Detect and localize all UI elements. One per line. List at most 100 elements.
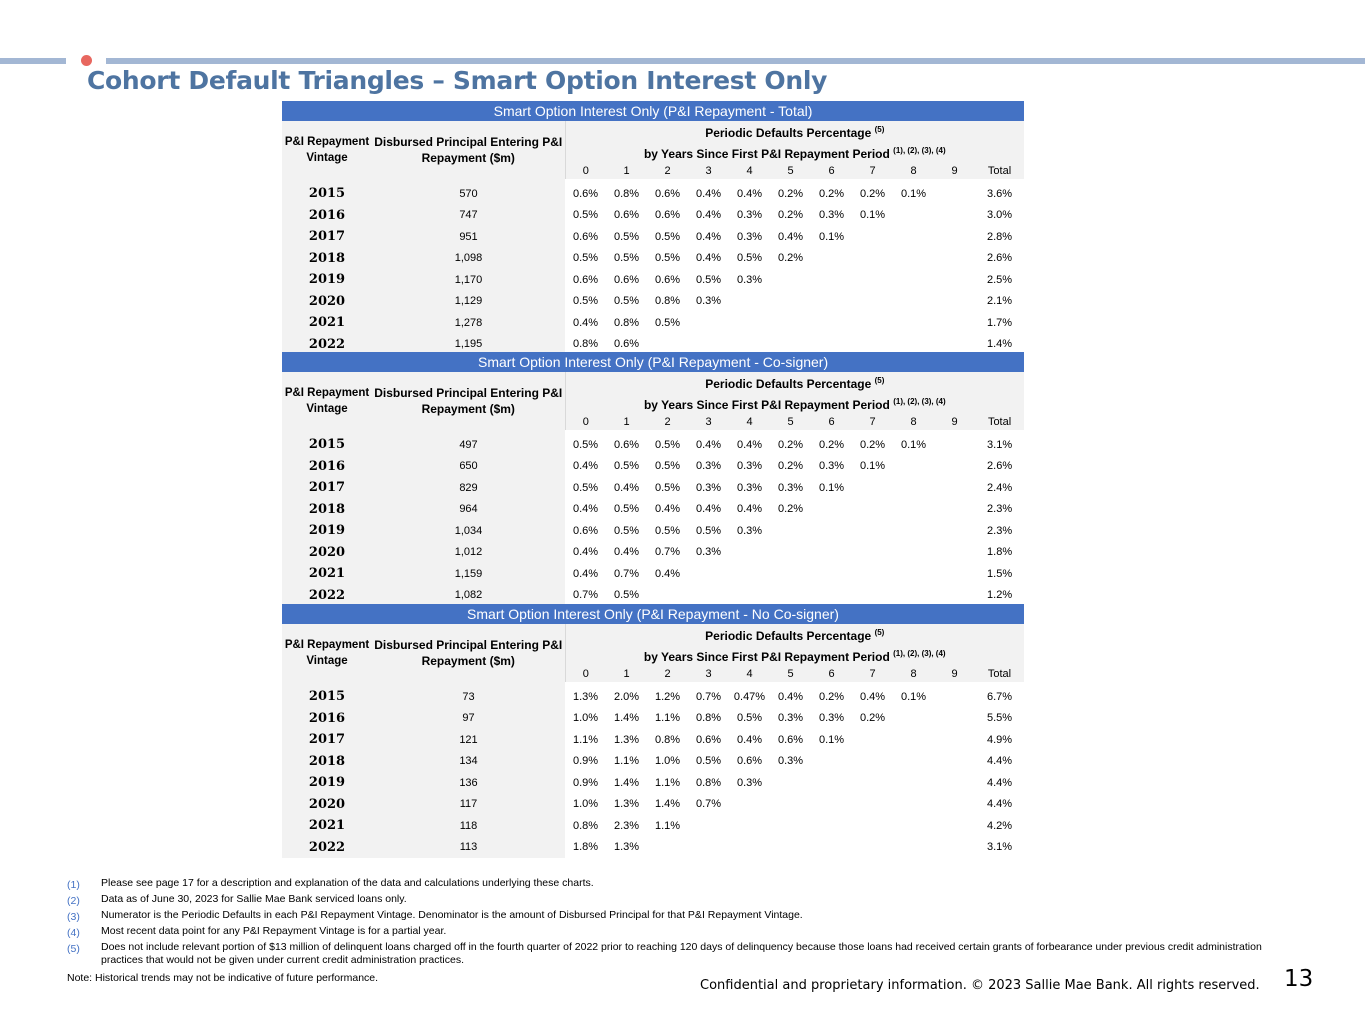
- pct-cell: 0.5%: [654, 438, 681, 451]
- pct-cell: [893, 269, 934, 291]
- footnote-text: Data as of June 30, 2023 for Sallie Mae …: [101, 893, 407, 905]
- pct-cell: 0.3%: [695, 546, 722, 559]
- pct-cell: 0.4%: [572, 503, 599, 516]
- pct-cell: [852, 794, 893, 816]
- pct-cell: [893, 477, 934, 499]
- pct-cell: 0.4%: [572, 567, 599, 580]
- pct-cell: 2.3%: [613, 819, 640, 832]
- vintage-cell: 2015: [282, 434, 372, 456]
- cohort-table: Smart Option Interest Only (P&I Repaymen…: [282, 352, 1025, 606]
- header-dot: [81, 55, 92, 66]
- principal-cell: 134: [372, 750, 565, 772]
- pct-cell: 0.4%: [736, 733, 763, 746]
- pct-cell: 0.2%: [859, 438, 886, 451]
- pct-cell: 1.4%: [654, 798, 681, 811]
- periodic-defaults-header: Periodic Defaults Percentage (5) by Years…: [564, 624, 1024, 666]
- footnote-number: (2): [67, 895, 80, 907]
- total-cell: 6.7%: [986, 690, 1013, 703]
- footnote-number: (3): [67, 911, 80, 923]
- principal-cell: 136: [372, 772, 565, 794]
- pct-cell: 0.6%: [695, 733, 722, 746]
- pct-cell: [811, 794, 852, 816]
- total-header: Total: [975, 414, 1025, 430]
- pct-cell: 0.2%: [818, 690, 845, 703]
- periodic-defaults-header: Periodic Defaults Percentage (5) by Years…: [564, 372, 1025, 414]
- pct-cell: 0.8%: [654, 733, 681, 746]
- pct-cell: 1.1%: [613, 755, 640, 768]
- periodic-header-sup: (5): [874, 376, 885, 385]
- pct-cell: 0.2%: [777, 438, 804, 451]
- year-header: 7: [852, 163, 893, 179]
- pct-cell: [934, 205, 975, 227]
- pct-cell: [688, 837, 729, 859]
- pct-cell: 0.5%: [572, 209, 599, 222]
- pct-cell: [811, 520, 852, 542]
- pct-cell: [934, 312, 975, 334]
- footnote: (5) Does not include relevant portion of …: [67, 941, 1297, 967]
- pct-cell: 0.3%: [736, 776, 763, 789]
- total-cell: 1.8%: [987, 546, 1013, 559]
- principal-cell: 118: [372, 815, 565, 837]
- page-number: 13: [1284, 966, 1314, 992]
- pct-cell: 1.8%: [572, 841, 599, 854]
- footnote: (3) Numerator is the Periodic Defaults in…: [67, 909, 1297, 923]
- pct-cell: 0.6%: [654, 273, 681, 286]
- pct-cell: [770, 563, 811, 585]
- pct-cell: [811, 837, 852, 859]
- pct-cell: 0.5%: [695, 273, 722, 286]
- pct-cell: [852, 269, 893, 291]
- pct-cell: 0.4%: [859, 690, 886, 703]
- header-rule-left: [0, 58, 66, 64]
- periodic-header-line1: Periodic Defaults Percentage: [705, 126, 872, 140]
- pct-cell: 0.5%: [695, 524, 722, 537]
- pct-cell: 0.9%: [572, 776, 599, 789]
- pct-cell: 1.1%: [654, 776, 681, 789]
- pct-cell: 0.1%: [900, 438, 927, 451]
- table-banner: Smart Option Interest Only (P&I Repaymen…: [282, 352, 1025, 372]
- principal-cell: 117: [372, 793, 565, 815]
- pct-cell: 0.4%: [695, 209, 722, 222]
- pct-cell: [893, 456, 934, 478]
- pct-cell: 0.1%: [859, 209, 886, 222]
- pct-cell: 0.3%: [736, 273, 763, 286]
- table-row: 2017 829 0.5% 0.4% 0.5% 0.3% 0.3% 0.3% 0.1% 2.4%: [282, 477, 1024, 499]
- principal-cell: 1,082: [372, 584, 565, 606]
- vintage-cell: 2022: [282, 333, 372, 355]
- pct-cell: 0.3%: [818, 209, 845, 222]
- pct-cell: 0.3%: [736, 524, 763, 537]
- pct-cell: [934, 520, 975, 542]
- total-cell: 2.4%: [987, 481, 1013, 494]
- table-row: 2019 136 0.9% 1.4% 1.1% 0.8% 0.3% 4.4%: [282, 772, 1024, 794]
- pct-cell: [852, 772, 893, 794]
- vintage-cell: 2019: [282, 520, 372, 542]
- pct-cell: 0.6%: [736, 755, 763, 768]
- principal-cell: 829: [372, 477, 565, 499]
- pct-cell: 0.5%: [654, 252, 681, 265]
- year-header: 3: [688, 163, 729, 179]
- total-cell: 2.3%: [987, 524, 1013, 537]
- table-row: 2019 1,170 0.6% 0.6% 0.6% 0.5% 0.3% 2.5%: [282, 269, 1024, 291]
- pct-cell: [893, 794, 934, 816]
- pct-cell: [852, 312, 893, 334]
- pct-cell: [893, 499, 934, 521]
- pct-cell: [893, 708, 934, 730]
- year-header: 3: [688, 666, 729, 682]
- pct-cell: 1.4%: [613, 776, 640, 789]
- pct-cell: [934, 434, 975, 456]
- pct-cell: 0.3%: [736, 230, 763, 243]
- principal-cell: 747: [372, 204, 565, 226]
- pct-cell: 0.5%: [613, 524, 640, 537]
- historical-note: Note: Historical trends may not be indic…: [67, 972, 379, 984]
- year-header: 2: [647, 414, 688, 430]
- total-cell: 4.4%: [986, 755, 1013, 768]
- pct-cell: [770, 291, 811, 313]
- pct-cell: [934, 686, 975, 708]
- pct-cell: 0.4%: [695, 187, 722, 200]
- pct-cell: 1.3%: [613, 733, 640, 746]
- pct-cell: 2.0%: [613, 690, 640, 703]
- pct-cell: 0.3%: [777, 481, 804, 494]
- footnote-text: Numerator is the Periodic Defaults in ea…: [101, 909, 803, 921]
- pct-cell: 0.4%: [654, 503, 681, 516]
- year-header: 7: [852, 666, 893, 682]
- pct-cell: 0.7%: [695, 798, 722, 811]
